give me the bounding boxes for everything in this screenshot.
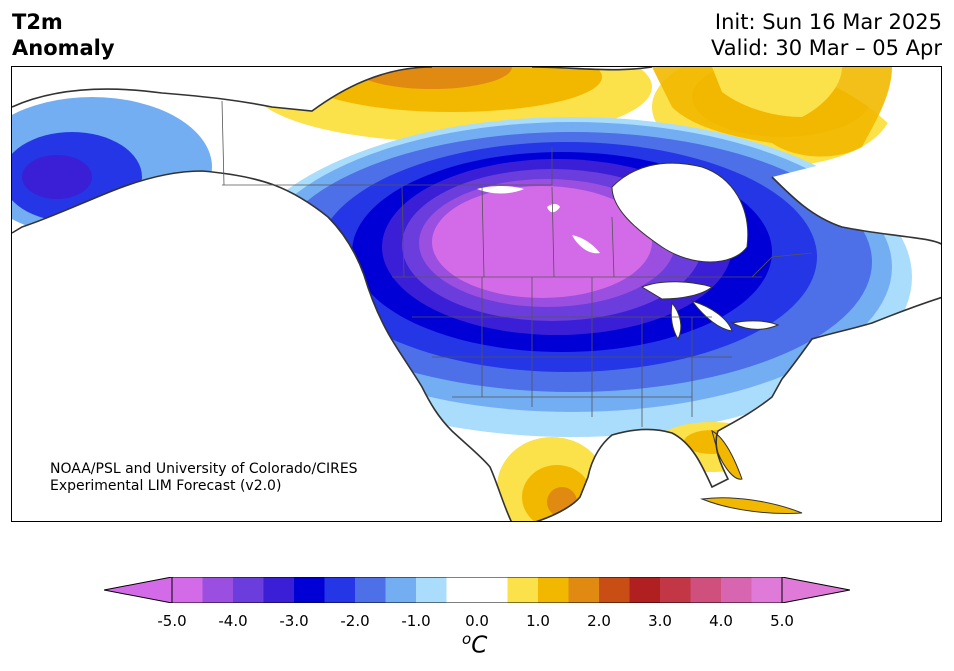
colorbar-cell bbox=[507, 577, 539, 603]
political-borders bbox=[221, 100, 813, 427]
colorbar-frame bbox=[171, 577, 783, 603]
greenland-inner bbox=[712, 67, 842, 117]
florida bbox=[711, 430, 743, 480]
colorbar-cell bbox=[355, 577, 386, 603]
credit-text: NOAA/PSL and University of Colorado/CIRE… bbox=[50, 461, 358, 495]
colorbar-cell bbox=[202, 577, 234, 603]
colorbar-cell bbox=[660, 577, 691, 603]
forecast-dates: Init: Sun 16 Mar 2025 Valid: 30 Mar – 05… bbox=[711, 9, 942, 61]
title-line-1: T2m bbox=[12, 10, 63, 34]
coastline bbox=[12, 67, 941, 521]
colorbar-cell bbox=[294, 577, 325, 603]
colorbar-tick-label: 2.0 bbox=[587, 612, 611, 630]
anomaly-map: NOAA/PSL and University of Colorado/CIRE… bbox=[11, 66, 942, 522]
hudson-bay bbox=[611, 162, 749, 263]
colorbar-tick-label: 0.0 bbox=[465, 612, 489, 630]
colorbar-tick-label: -4.0 bbox=[218, 612, 248, 630]
colorbar-cell bbox=[233, 577, 264, 603]
cuba bbox=[700, 497, 803, 514]
colorbar-cell bbox=[568, 577, 600, 603]
credit-line-1: NOAA/PSL and University of Colorado/CIRE… bbox=[50, 461, 358, 477]
colorbar-tick-label: -2.0 bbox=[340, 612, 370, 630]
lake-superior bbox=[640, 281, 714, 300]
lake-athabasca bbox=[547, 204, 560, 213]
colorbar-tick-label: -3.0 bbox=[279, 612, 309, 630]
title-line-2: Anomaly bbox=[12, 36, 115, 60]
map-title: T2m Anomaly bbox=[12, 9, 115, 61]
unit-letter: C bbox=[471, 632, 488, 659]
lake-erie-ontario bbox=[730, 320, 780, 330]
map-svg bbox=[12, 67, 941, 521]
lake-michigan bbox=[670, 301, 682, 341]
colorbar-cell bbox=[721, 577, 752, 603]
colorbar-cell bbox=[385, 577, 417, 603]
colorbar-under-arrow bbox=[104, 577, 173, 603]
colorbar-unit: oC bbox=[462, 630, 487, 659]
colorbar-cell bbox=[172, 577, 203, 603]
colorbar-tick-label: 4.0 bbox=[709, 612, 733, 630]
unit-degree: o bbox=[462, 630, 472, 648]
colorbar-tick-label: -1.0 bbox=[401, 612, 431, 630]
colorbar-cell bbox=[477, 577, 508, 603]
colorbar-cell bbox=[751, 577, 783, 603]
colorbar-tick-label: 1.0 bbox=[526, 612, 550, 630]
colorbar-cell bbox=[538, 577, 569, 603]
colorbar-cell bbox=[324, 577, 356, 603]
colorbar-cell bbox=[629, 577, 661, 603]
colorbar-cells bbox=[172, 577, 783, 603]
colorbar-cell bbox=[416, 577, 447, 603]
colorbar-tick-label: 5.0 bbox=[770, 612, 794, 630]
colorbar-cell bbox=[446, 577, 478, 603]
colorbar-over-arrow bbox=[781, 577, 850, 603]
colorbar bbox=[104, 577, 850, 603]
credit-line-2: Experimental LIM Forecast (v2.0) bbox=[50, 478, 282, 494]
colorbar-cell bbox=[599, 577, 630, 603]
lake-huron bbox=[690, 300, 733, 332]
colorbar-cell bbox=[690, 577, 722, 603]
lake-winnipeg bbox=[572, 235, 600, 254]
valid-date: Valid: 30 Mar – 05 Apr bbox=[711, 36, 942, 60]
colorbar-cell bbox=[263, 577, 295, 603]
colorbar-tick-label: 3.0 bbox=[648, 612, 672, 630]
init-date: Init: Sun 16 Mar 2025 bbox=[714, 10, 942, 34]
colorbar-tick-label: -5.0 bbox=[157, 612, 187, 630]
great-bear-lake bbox=[477, 186, 524, 194]
